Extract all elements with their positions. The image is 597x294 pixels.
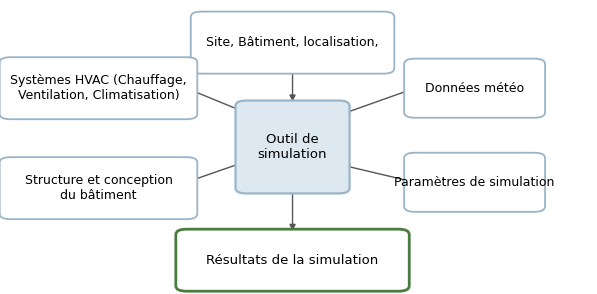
FancyBboxPatch shape bbox=[0, 57, 197, 119]
Text: Outil de
simulation: Outil de simulation bbox=[258, 133, 327, 161]
FancyBboxPatch shape bbox=[235, 101, 349, 193]
Text: Site, Bâtiment, localisation,: Site, Bâtiment, localisation, bbox=[207, 36, 378, 49]
Text: Résultats de la simulation: Résultats de la simulation bbox=[207, 254, 378, 267]
Text: Données météo: Données météo bbox=[425, 82, 524, 95]
FancyBboxPatch shape bbox=[176, 229, 410, 291]
Text: Structure et conception
du bâtiment: Structure et conception du bâtiment bbox=[24, 174, 173, 202]
FancyBboxPatch shape bbox=[0, 157, 197, 219]
FancyBboxPatch shape bbox=[404, 153, 545, 212]
Text: Paramètres de simulation: Paramètres de simulation bbox=[395, 176, 555, 189]
Text: Systèmes HVAC (Chauffage,
Ventilation, Climatisation): Systèmes HVAC (Chauffage, Ventilation, C… bbox=[10, 74, 187, 102]
FancyBboxPatch shape bbox=[191, 11, 394, 74]
FancyBboxPatch shape bbox=[404, 59, 545, 118]
